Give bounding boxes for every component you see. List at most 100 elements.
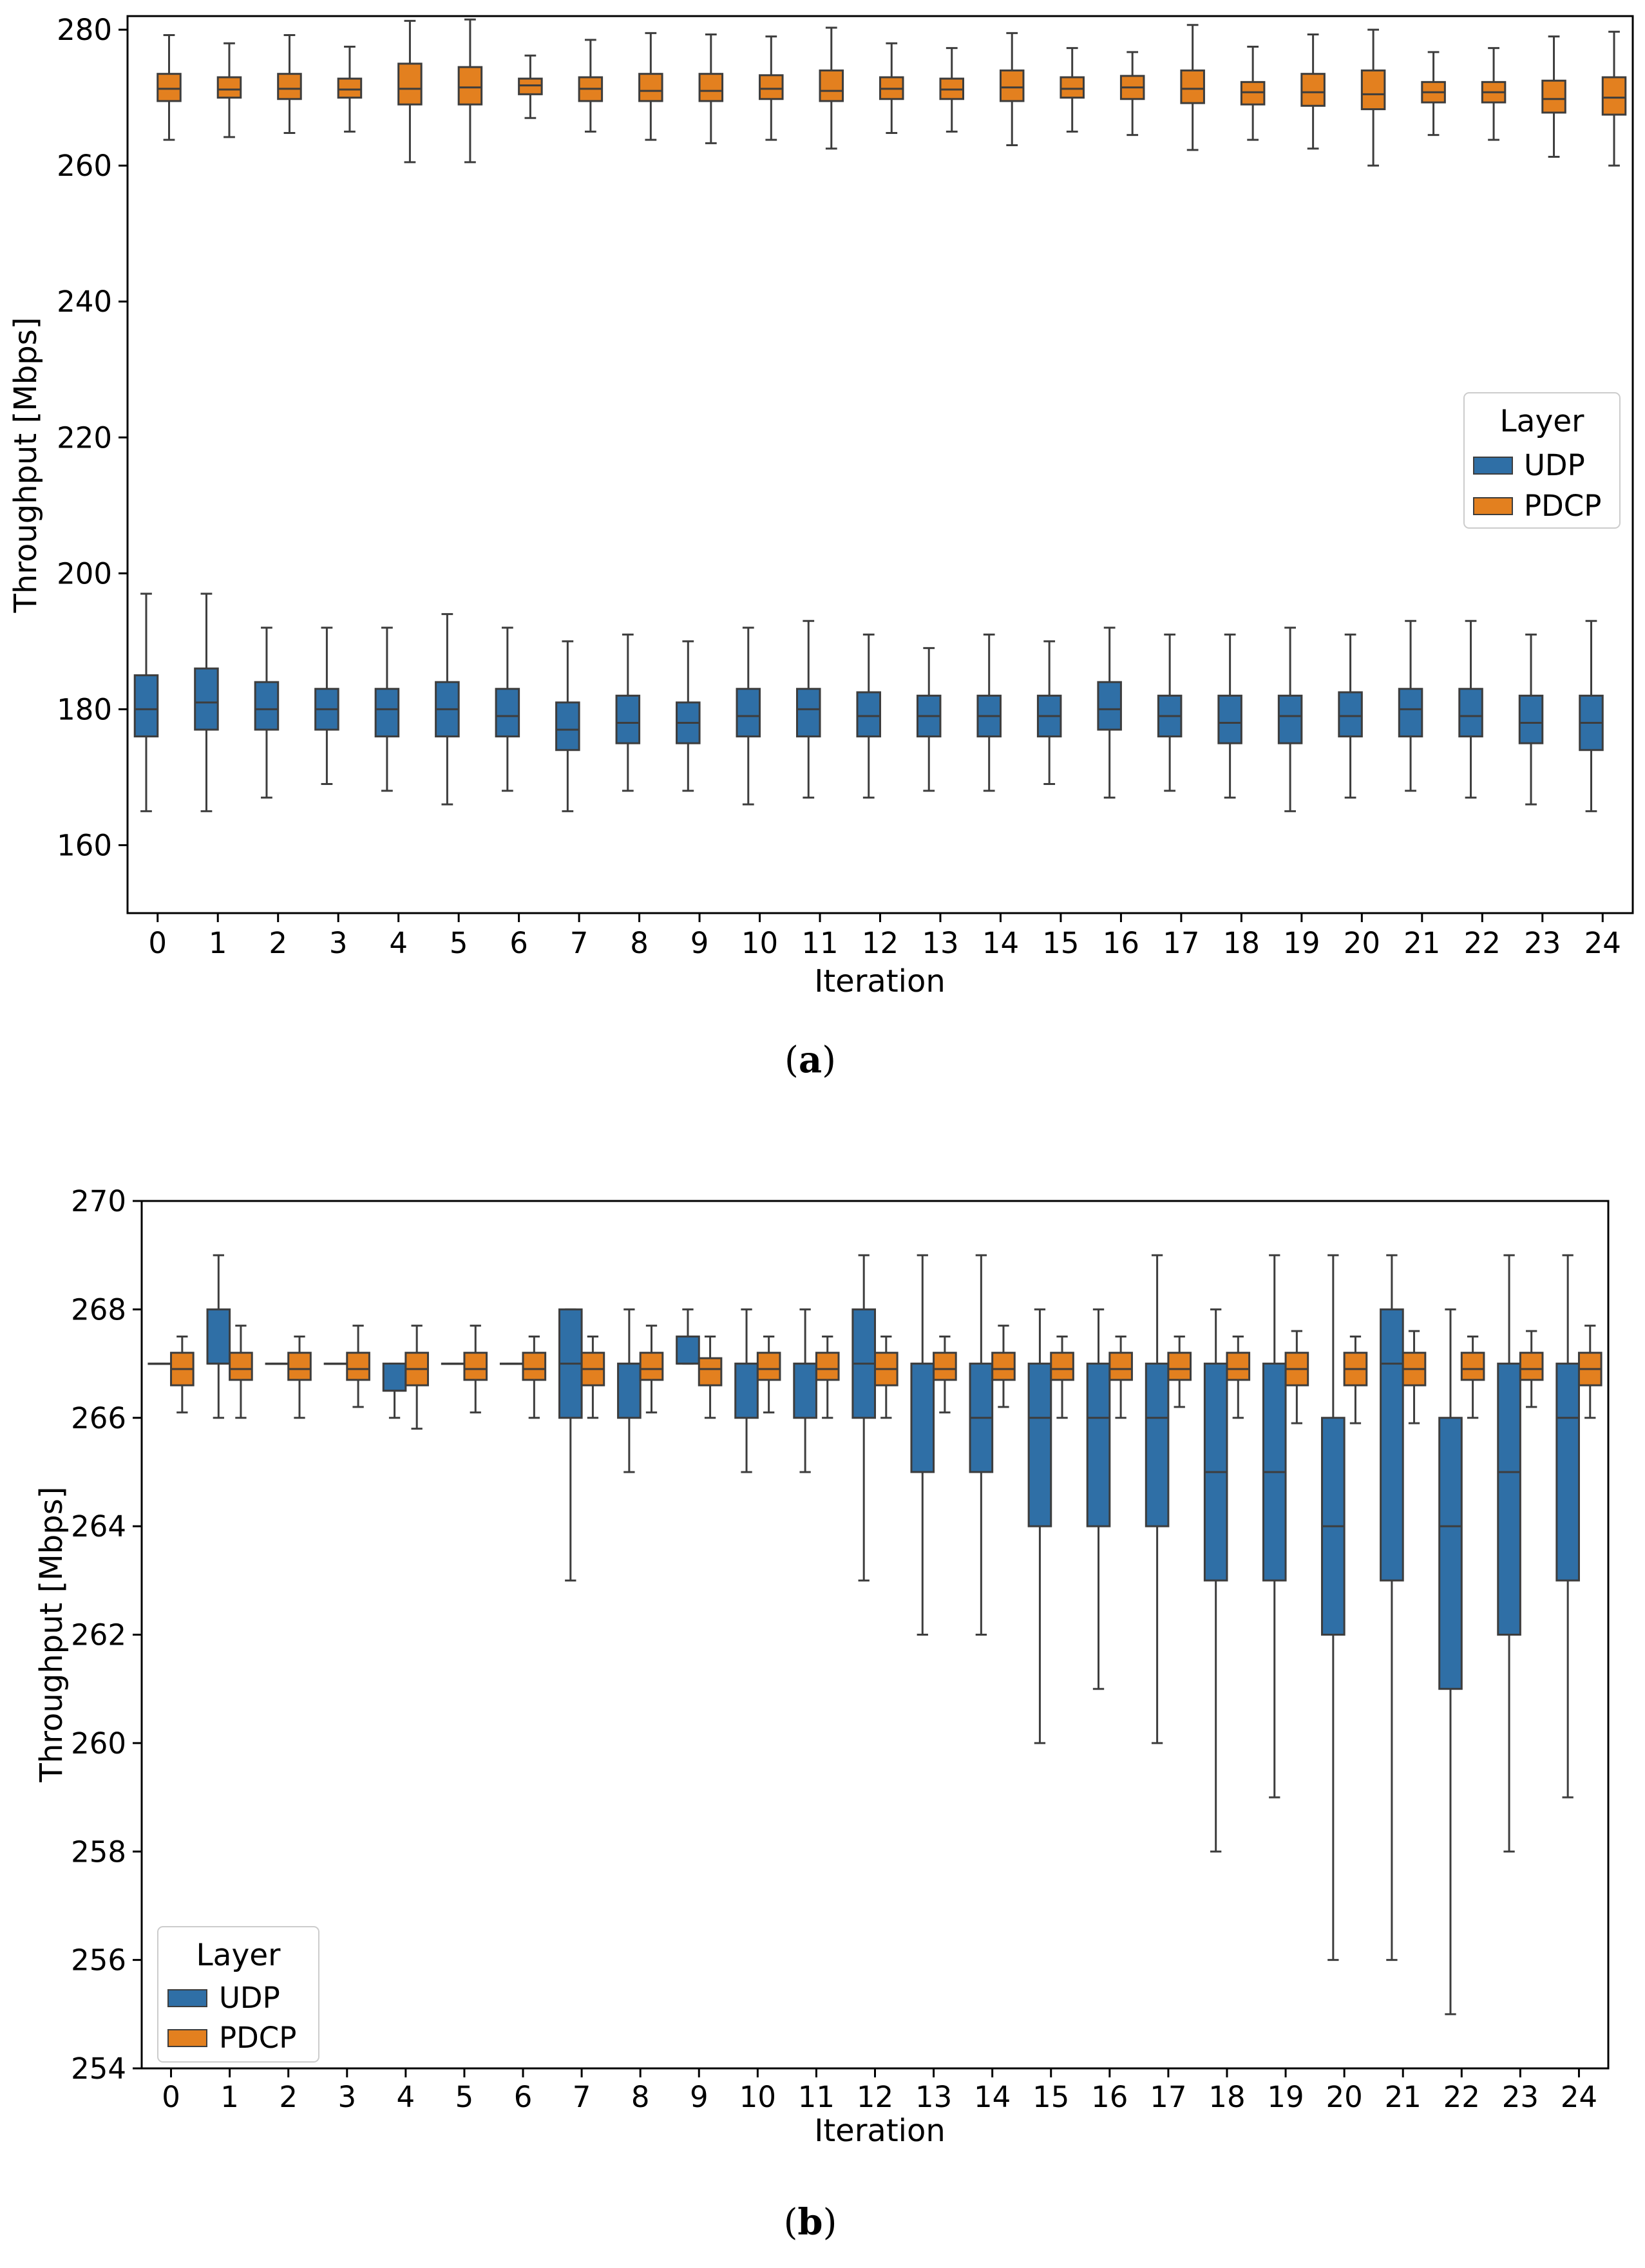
x-tick-label-b-13: 13 bbox=[915, 2080, 952, 2114]
iqr-box bbox=[346, 1352, 370, 1381]
box-a-udp-4 bbox=[374, 627, 400, 792]
box-a-udp-19 bbox=[1277, 627, 1303, 813]
box-a-pdcp-1 bbox=[216, 42, 242, 138]
iqr-box bbox=[910, 1363, 935, 1473]
x-tick-label-b-12: 12 bbox=[857, 2080, 893, 2114]
x-tick-label-a-7: 7 bbox=[570, 926, 589, 960]
boxes-a bbox=[133, 18, 1627, 813]
box-b-udp-15 bbox=[1027, 1308, 1052, 1744]
y-tick-label-b-254: 254 bbox=[71, 2052, 126, 2086]
box-a-pdcp-20 bbox=[1360, 28, 1386, 167]
box-a-pdcp-18 bbox=[1240, 45, 1266, 141]
x-tick-label-b-20: 20 bbox=[1326, 2080, 1363, 2114]
box-b-pdcp-9 bbox=[698, 1335, 723, 1419]
box-a-udp-16 bbox=[1097, 627, 1122, 799]
iqr-box bbox=[999, 69, 1025, 102]
x-tick-label-b-18: 18 bbox=[1208, 2080, 1245, 2114]
box-b-pdcp-20 bbox=[1343, 1335, 1368, 1424]
y-tick-label-a-180: 180 bbox=[57, 692, 112, 726]
iqr-box bbox=[1601, 76, 1627, 116]
box-b-pdcp-10 bbox=[756, 1335, 781, 1413]
box-a-udp-2 bbox=[254, 627, 280, 799]
box-b-udp-22 bbox=[1438, 1308, 1463, 2016]
box-a-udp-22 bbox=[1458, 619, 1483, 799]
iqr-box bbox=[277, 73, 302, 100]
box-b-udp-20 bbox=[1321, 1254, 1345, 1961]
box-a-pdcp-14 bbox=[999, 32, 1025, 147]
iqr-box bbox=[615, 694, 641, 744]
box-b-udp-10 bbox=[734, 1308, 759, 1473]
box-a-pdcp-0 bbox=[157, 34, 182, 141]
iqr-box bbox=[1398, 688, 1423, 738]
x-tick-label-b-2: 2 bbox=[279, 2080, 298, 2114]
box-a-pdcp-13 bbox=[939, 47, 965, 133]
box-b-pdcp-24 bbox=[1577, 1325, 1602, 1419]
iqr-box bbox=[1097, 681, 1122, 731]
y-tick-label-b-266: 266 bbox=[71, 1401, 126, 1435]
x-tick-label-b-7: 7 bbox=[573, 2080, 591, 2114]
box-a-udp-11 bbox=[795, 619, 821, 799]
x-tick-label-a-16: 16 bbox=[1103, 926, 1139, 960]
x-tick-label-a-5: 5 bbox=[450, 926, 468, 960]
x-axis-title-b: Iteration bbox=[814, 2113, 946, 2149]
x-tick-label-b-23: 23 bbox=[1502, 2080, 1539, 2114]
legend-swatch-udp-b bbox=[167, 1989, 207, 2007]
box-b-pdcp-13 bbox=[933, 1335, 957, 1413]
iqr-box bbox=[676, 1335, 700, 1365]
box-b-udp-18 bbox=[1203, 1308, 1228, 1853]
x-tick-label-a-19: 19 bbox=[1283, 926, 1320, 960]
legend-title-b: Layer bbox=[196, 1938, 281, 1973]
x-tick-label-b-17: 17 bbox=[1150, 2080, 1186, 2114]
iqr-box bbox=[1180, 69, 1205, 104]
iqr-box bbox=[1360, 69, 1386, 111]
y-tick-label-b-262: 262 bbox=[71, 1618, 126, 1652]
x-tick-label-b-16: 16 bbox=[1091, 2080, 1128, 2114]
box-a-udp-12 bbox=[856, 633, 881, 799]
legend-swatch-udp-a bbox=[1473, 457, 1513, 475]
iqr-box bbox=[522, 1352, 547, 1381]
caption-a-close: ) bbox=[822, 1039, 836, 1081]
caption-b-close: ) bbox=[823, 2202, 837, 2244]
x-tick-label-b-19: 19 bbox=[1267, 2080, 1304, 2114]
iqr-box bbox=[457, 66, 483, 106]
x-tick-label-a-20: 20 bbox=[1344, 926, 1380, 960]
iqr-box bbox=[229, 1352, 253, 1381]
box-b-pdcp-7 bbox=[580, 1335, 605, 1419]
iqr-box bbox=[287, 1352, 312, 1381]
box-b-pdcp-8 bbox=[639, 1325, 664, 1413]
x-tick-label-b-5: 5 bbox=[455, 2080, 474, 2114]
iqr-box bbox=[1460, 1352, 1485, 1381]
legend-title-a: Layer bbox=[1499, 404, 1584, 439]
iqr-box bbox=[1277, 694, 1303, 744]
box-a-udp-3 bbox=[314, 627, 339, 785]
box-a-udp-18 bbox=[1217, 633, 1242, 799]
box-b-pdcp-17 bbox=[1167, 1335, 1192, 1408]
iqr-box bbox=[759, 74, 784, 100]
box-a-pdcp-7 bbox=[578, 39, 604, 133]
iqr-box bbox=[1519, 1352, 1544, 1381]
y-tick-label-a-200: 200 bbox=[57, 556, 112, 591]
iqr-box bbox=[1541, 79, 1566, 114]
iqr-box bbox=[1145, 1363, 1170, 1527]
x-tick-label-a-6: 6 bbox=[509, 926, 528, 960]
box-b-pdcp-4 bbox=[404, 1325, 429, 1430]
x-tick-label-a-21: 21 bbox=[1403, 926, 1440, 960]
box-b-pdcp-22 bbox=[1460, 1335, 1485, 1419]
iqr-box bbox=[133, 674, 159, 738]
box-a-udp-7 bbox=[555, 640, 580, 813]
box-b-pdcp-14 bbox=[991, 1325, 1016, 1408]
x-tick-label-b-11: 11 bbox=[798, 2080, 835, 2114]
box-a-pdcp-16 bbox=[1119, 51, 1145, 137]
box-b-udp-24 bbox=[1555, 1254, 1580, 1799]
iqr-box bbox=[1555, 1363, 1580, 1582]
box-b-udp-19 bbox=[1262, 1254, 1287, 1799]
box-a-pdcp-24 bbox=[1601, 30, 1627, 167]
iqr-box bbox=[617, 1363, 642, 1419]
y-tick-label-b-270: 270 bbox=[71, 1184, 126, 1218]
x-tick-label-b-9: 9 bbox=[690, 2080, 708, 2114]
x-tick-label-a-4: 4 bbox=[389, 926, 408, 960]
box-a-udp-9 bbox=[676, 640, 701, 792]
box-a-udp-5 bbox=[435, 613, 460, 806]
